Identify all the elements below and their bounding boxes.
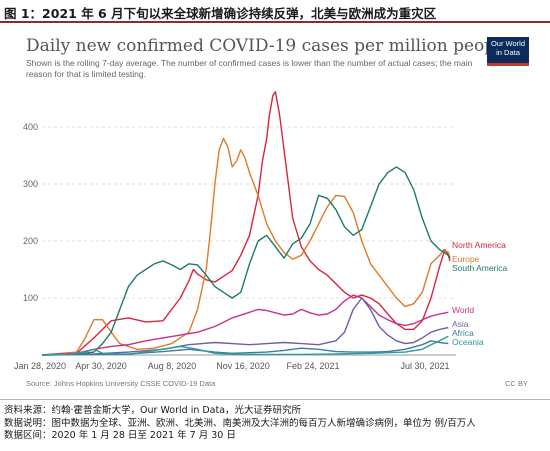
y-tick-label: 400 — [23, 122, 38, 132]
x-tick-label: Nov 16, 2020 — [216, 361, 270, 371]
series-line-oceania[interactable] — [41, 335, 449, 356]
y-tick-label: 200 — [23, 236, 38, 246]
chart-title: Daily new confirmed COVID-19 cases per m… — [26, 36, 511, 56]
series-line-world[interactable] — [41, 294, 449, 356]
series-line-europe[interactable] — [41, 137, 451, 356]
note-range: 数据区间：2020 年 1 月 28 日至 2021 年 7 月 30 日 — [4, 430, 236, 441]
y-tick-label: 300 — [23, 179, 38, 189]
x-tick-label: Apr 30, 2020 — [75, 361, 127, 371]
series-line-south-america[interactable] — [41, 166, 451, 356]
x-tick-label: Jul 30, 2021 — [400, 361, 449, 371]
chart-subtitle: Shown is the rolling 7-day average. The … — [26, 58, 473, 79]
series-label-oceania: Oceania — [452, 337, 484, 347]
x-tick-label: Aug 8, 2020 — [148, 361, 197, 371]
owid-logo-line2: in Data — [496, 48, 520, 57]
license-link[interactable]: CC BY — [505, 379, 528, 388]
y-tick-label: 100 — [23, 293, 38, 303]
bottom-rule — [0, 399, 550, 400]
series-line-asia[interactable] — [41, 297, 449, 356]
series-label-world: World — [452, 305, 474, 315]
owid-logo[interactable]: Our World in Data — [487, 37, 529, 66]
top-rule — [0, 21, 550, 23]
notes-block: 资料来源：约翰·霍普金斯大学，Our World in Data，光大证券研究所… — [4, 405, 476, 443]
chart-source: Source: Johns Hopkins University CSSE CO… — [26, 379, 216, 388]
x-tick-label: Feb 24, 2021 — [286, 361, 339, 371]
note-explanation: 数据说明：图中数据为全球、亚洲、欧洲、北美洲、南美洲及大洋洲的每百万人新增确诊病… — [4, 417, 476, 429]
series-label-south-america: South America — [452, 263, 508, 273]
x-tick-label: Jan 28, 2020 — [14, 361, 66, 371]
series-label-africa: Africa — [452, 328, 474, 338]
series-label-north-america: North America — [452, 240, 506, 250]
series-label-europe: Europe — [452, 254, 480, 264]
series-line-africa[interactable] — [41, 340, 449, 356]
note-source: 资料来源：约翰·霍普金斯大学，Our World in Data，光大证券研究所 — [4, 405, 302, 416]
series-label-asia: Asia — [452, 319, 469, 329]
series-line-north-america[interactable] — [41, 90, 451, 356]
series-lines — [41, 90, 451, 356]
figure-title: 图 1：2021 年 6 月下旬以来全球新增确诊持续反弹，北美与欧洲成为重灾区 — [4, 6, 437, 21]
owid-logo-line1: Our World — [490, 39, 526, 48]
axis-ticks: 100 200 300 400 Jan 28, 2020 Apr 30, 2020 Aug … — [14, 122, 450, 371]
